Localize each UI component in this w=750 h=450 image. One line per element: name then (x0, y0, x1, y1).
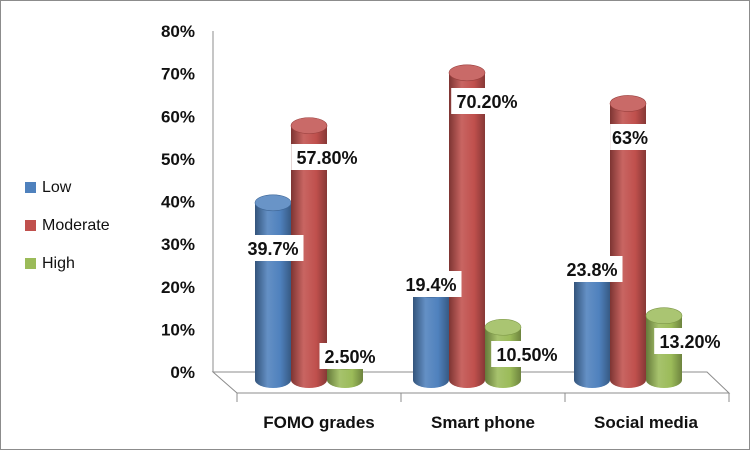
y-tick-label: 60% (161, 107, 195, 126)
data-label-bg (561, 256, 623, 282)
data-label-low-0: 39.7% (242, 235, 304, 261)
y-tick-label: 40% (161, 193, 195, 212)
data-label-moderate-2: 63% (610, 124, 650, 150)
data-label-low-2: 23.8% (561, 256, 623, 282)
data-label-text: 19.4% (405, 275, 456, 295)
data-label-text: 2.50% (324, 347, 375, 367)
data-label-high-1: 10.50% (491, 341, 563, 367)
y-tick-label: 10% (161, 320, 195, 339)
data-label-bg (291, 144, 363, 170)
legend-label-high: High (42, 255, 75, 272)
legend-label-moderate: Moderate (42, 217, 110, 234)
bar-moderate-0 (290, 117, 328, 388)
bar-top (484, 318, 522, 336)
y-tick-label: 70% (161, 65, 195, 84)
data-label-bg (400, 271, 462, 297)
bar-body (413, 289, 449, 388)
y-tick-label: 80% (161, 22, 195, 41)
bar-body (449, 72, 485, 389)
bar-body (574, 270, 610, 388)
data-label-low-1: 19.4% (400, 271, 462, 297)
legend-label-low: Low (42, 179, 72, 196)
bar-top (448, 64, 486, 82)
data-label-text: 10.50% (496, 345, 557, 365)
data-label-bg (491, 341, 563, 367)
data-label-text: 23.8% (566, 260, 617, 280)
bar-low-0 (254, 194, 292, 388)
data-label-moderate-1: 70.20% (451, 88, 523, 114)
data-label-bg (451, 88, 523, 114)
bar-moderate-1 (448, 64, 486, 389)
bar-low-1 (412, 281, 450, 388)
x-category-label: Smart phone (431, 413, 535, 432)
data-label-bg (319, 343, 381, 369)
data-label-text: 39.7% (247, 239, 298, 259)
bar-body (610, 103, 646, 389)
bar-top (645, 307, 683, 325)
bar-body (291, 125, 327, 388)
bar-top (254, 194, 292, 212)
data-label-high-2: 13.20% (654, 328, 726, 354)
legend-swatch-low (25, 182, 36, 193)
y-tick-label: 30% (161, 235, 195, 254)
data-label-bg (242, 235, 304, 261)
data-label-text: 57.80% (296, 148, 357, 168)
y-tick-label: 20% (161, 278, 195, 297)
y-tick-label: 0% (170, 363, 195, 382)
legend: Low Moderate High (25, 179, 110, 272)
data-label-moderate-0: 57.80% (291, 144, 363, 170)
legend-swatch-moderate (25, 220, 36, 231)
data-label-text: 70.20% (456, 92, 517, 112)
bar-top (290, 117, 328, 134)
x-category-label: FOMO grades (263, 413, 374, 432)
data-label-high-0: 2.50% (319, 343, 381, 369)
y-tick-label: 50% (161, 150, 195, 169)
x-category-label: Social media (594, 413, 698, 432)
legend-swatch-high (25, 258, 36, 269)
data-label-text: 13.20% (659, 332, 720, 352)
bar-moderate-2 (609, 95, 647, 389)
data-label-bg (654, 328, 726, 354)
data-label-bg (610, 124, 650, 150)
bar-body (255, 202, 291, 388)
bar-top (609, 95, 647, 112)
data-label-text: 63% (612, 128, 648, 148)
